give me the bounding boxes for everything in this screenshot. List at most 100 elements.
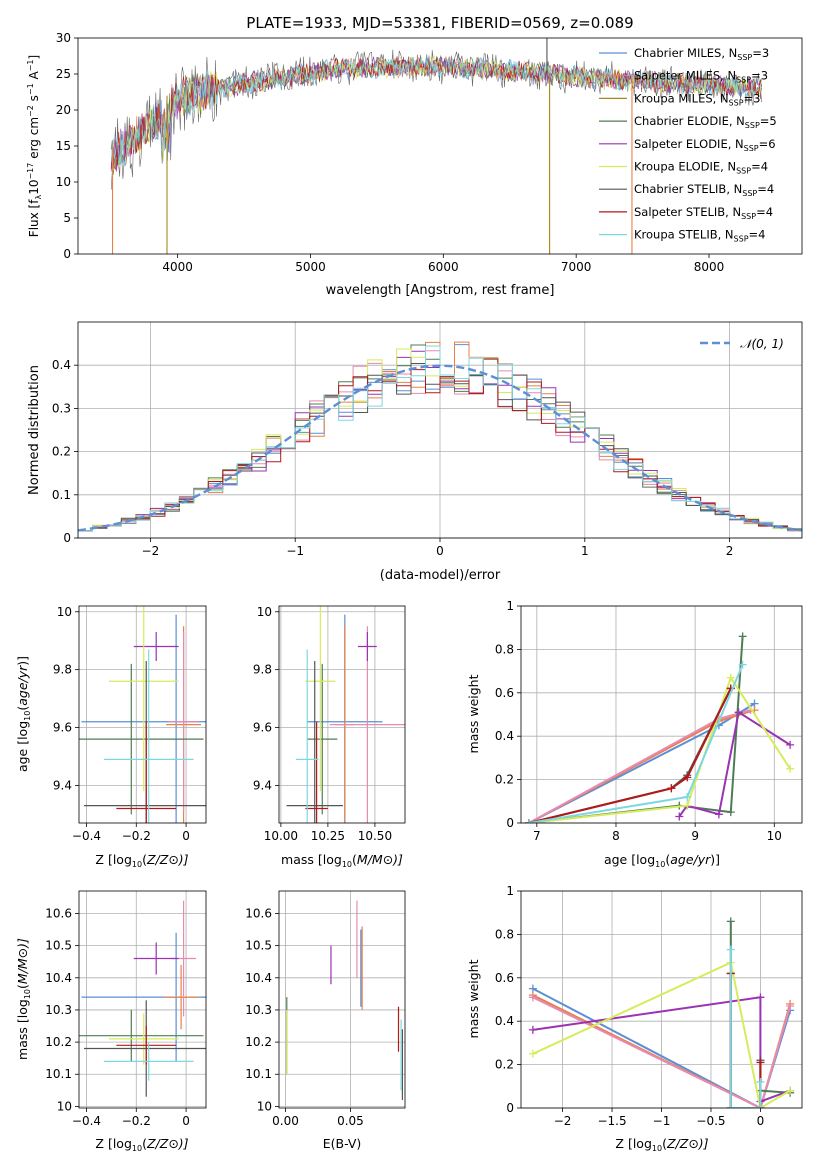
axes-frame xyxy=(77,37,803,255)
y-tick-label: 0 xyxy=(506,816,514,830)
y-tick-label: 10 xyxy=(257,1099,272,1113)
label-part: age/yr xyxy=(15,665,30,706)
label-part: ( xyxy=(665,852,670,867)
legend-label: Salpeter ELODIE, NSSP=6 xyxy=(634,137,776,153)
weight-marker xyxy=(786,764,795,773)
weight-marker xyxy=(528,993,537,1002)
y-tick-label: 10 xyxy=(56,175,71,189)
y-tick-label: 15 xyxy=(56,139,71,153)
plot-area xyxy=(79,900,206,1097)
axes-frame xyxy=(520,605,803,824)
figure-title: PLATE=1933, MJD=53381, FIBERID=0569, z=0… xyxy=(246,14,633,32)
label-part: 10 xyxy=(23,989,32,999)
label-part: ( xyxy=(662,1136,667,1151)
plot-area xyxy=(79,606,206,823)
histogram-series xyxy=(78,345,802,538)
label-part: λ xyxy=(34,195,43,200)
label-part: )] xyxy=(15,656,30,666)
y-tick-label: 10.5 xyxy=(45,939,72,953)
label-part: erg cm xyxy=(27,117,41,163)
y-tick-label: 10.4 xyxy=(245,971,272,985)
weight-marker xyxy=(667,784,676,793)
x-tick-label: 1 xyxy=(581,544,589,558)
plot-area xyxy=(524,632,795,823)
x-tick-label: −1 xyxy=(653,1114,671,1128)
label-part: ⊙ xyxy=(688,1136,698,1151)
y-tick-label: 0.6 xyxy=(495,971,514,985)
label-part: Salpeter ELODIE, N xyxy=(634,137,744,151)
weight-marker xyxy=(786,1002,795,1011)
axes-frame xyxy=(278,605,406,824)
weight-line xyxy=(528,664,744,823)
x-axis-label: Z [log10(Z/Z⊙)] xyxy=(615,1136,708,1153)
label-part: −1 xyxy=(26,83,35,95)
weight-line xyxy=(729,949,762,1108)
legend-label: Chabrier ELODIE, NSSP=5 xyxy=(634,114,777,130)
label-part: SSP xyxy=(736,167,751,176)
axes-frame xyxy=(520,890,803,1109)
label-part: age [log xyxy=(604,852,655,867)
weight-line xyxy=(532,996,791,1103)
label-part: ( xyxy=(142,852,147,867)
plot-area xyxy=(78,341,802,538)
x-tick-label: 10.50 xyxy=(358,829,392,843)
label-part: ⊙ xyxy=(168,852,178,867)
y-tick-label: 0 xyxy=(63,531,71,545)
y-tick-label: 0 xyxy=(63,247,71,261)
label-part: Chabrier ELODIE, N xyxy=(634,114,745,128)
label-part: ( xyxy=(15,984,30,989)
y-tick-label: 10 xyxy=(257,605,272,619)
weight-line xyxy=(532,961,791,1108)
y-tick-label: 0.8 xyxy=(495,642,514,656)
label-part: SSP xyxy=(744,144,759,153)
label-part: =4 xyxy=(756,205,773,219)
label-part: Z [log xyxy=(615,1136,651,1151)
x-tick-label: 7 xyxy=(533,829,541,843)
legend-label: Kroupa ELODIE, NSSP=4 xyxy=(634,160,768,176)
weight-marker xyxy=(726,808,735,817)
y-tick-label: 10.3 xyxy=(45,1003,72,1017)
x-tick-label: 8000 xyxy=(694,260,725,274)
label-part: SSP xyxy=(742,189,757,198)
label-part: 10 xyxy=(652,1144,662,1153)
x-tick-label: 0.00 xyxy=(272,1114,299,1128)
y-tick-label: 9.6 xyxy=(253,721,272,735)
y-tick-label: 10.6 xyxy=(245,907,272,921)
panel-massweight_vs_Z: −2 −1.5 −1 −0.5 0 0 0.2 0.4 0.6 0.8 1 Z [log10(Z/Z⊙… xyxy=(466,884,803,1153)
y-tick-label: 0.6 xyxy=(495,686,514,700)
weight-marker xyxy=(756,1058,765,1067)
y-tick-label: 0.4 xyxy=(495,729,514,743)
label-part: M/M xyxy=(357,852,383,867)
label-part: 10 xyxy=(27,180,41,195)
label-part: Chabrier MILES, N xyxy=(634,46,737,60)
plot-area xyxy=(286,606,405,823)
y-tick-label: 0.2 xyxy=(495,1058,514,1072)
label-part: 10 xyxy=(23,711,32,721)
label-part: =4 xyxy=(751,160,768,174)
panel-spectrum: 4000 5000 6000 7000 8000 0 5 10 15 20 25 30 Chabrier… xyxy=(26,31,803,298)
label-part: )] xyxy=(392,852,403,867)
x-tick-label: 4000 xyxy=(162,260,193,274)
y-tick-label: 10.2 xyxy=(45,1035,72,1049)
weight-line xyxy=(528,688,732,823)
label-part: SSP xyxy=(734,235,749,244)
y-tick-label: 0.3 xyxy=(52,401,71,415)
label-part: =3 xyxy=(751,69,768,83)
panel-mass_vs_EBV: 0.00 0.05 10 10.1 10.2 10.3 10.4 10.5 10.6 E(B-V) xyxy=(245,890,406,1151)
y-tick-label: 10 xyxy=(57,605,72,619)
label-part: =5 xyxy=(760,114,777,128)
weight-marker xyxy=(786,740,795,749)
label-part: SSP xyxy=(737,53,752,62)
panel-mass_vs_Z: −0.4 −0.2 0 10 10.1 10.2 10.3 10.4 10.5 10.6 Z [lo… xyxy=(15,890,207,1153)
label-part: Z/Z xyxy=(146,1136,169,1151)
y-tick-label: 30 xyxy=(56,31,71,45)
y-tick-label: 25 xyxy=(56,67,71,81)
y-tick-label: 20 xyxy=(56,103,71,117)
weight-marker xyxy=(714,810,723,819)
weight-marker xyxy=(756,993,765,1002)
legend-label: Kroupa MILES, NSSP=3 xyxy=(634,91,760,107)
x-tick-label: −0.4 xyxy=(72,829,101,843)
label-part: ⊙ xyxy=(383,852,393,867)
